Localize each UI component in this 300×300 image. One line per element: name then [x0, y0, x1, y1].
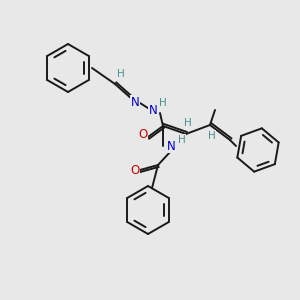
- Text: O: O: [130, 164, 140, 176]
- Text: N: N: [167, 140, 176, 152]
- Text: N: N: [130, 95, 140, 109]
- Text: H: H: [184, 118, 192, 128]
- Text: H: H: [159, 98, 167, 108]
- Text: H: H: [117, 69, 125, 79]
- Text: H: H: [208, 131, 216, 141]
- Text: O: O: [138, 128, 148, 142]
- Text: N: N: [148, 103, 158, 116]
- Text: H: H: [178, 135, 186, 145]
